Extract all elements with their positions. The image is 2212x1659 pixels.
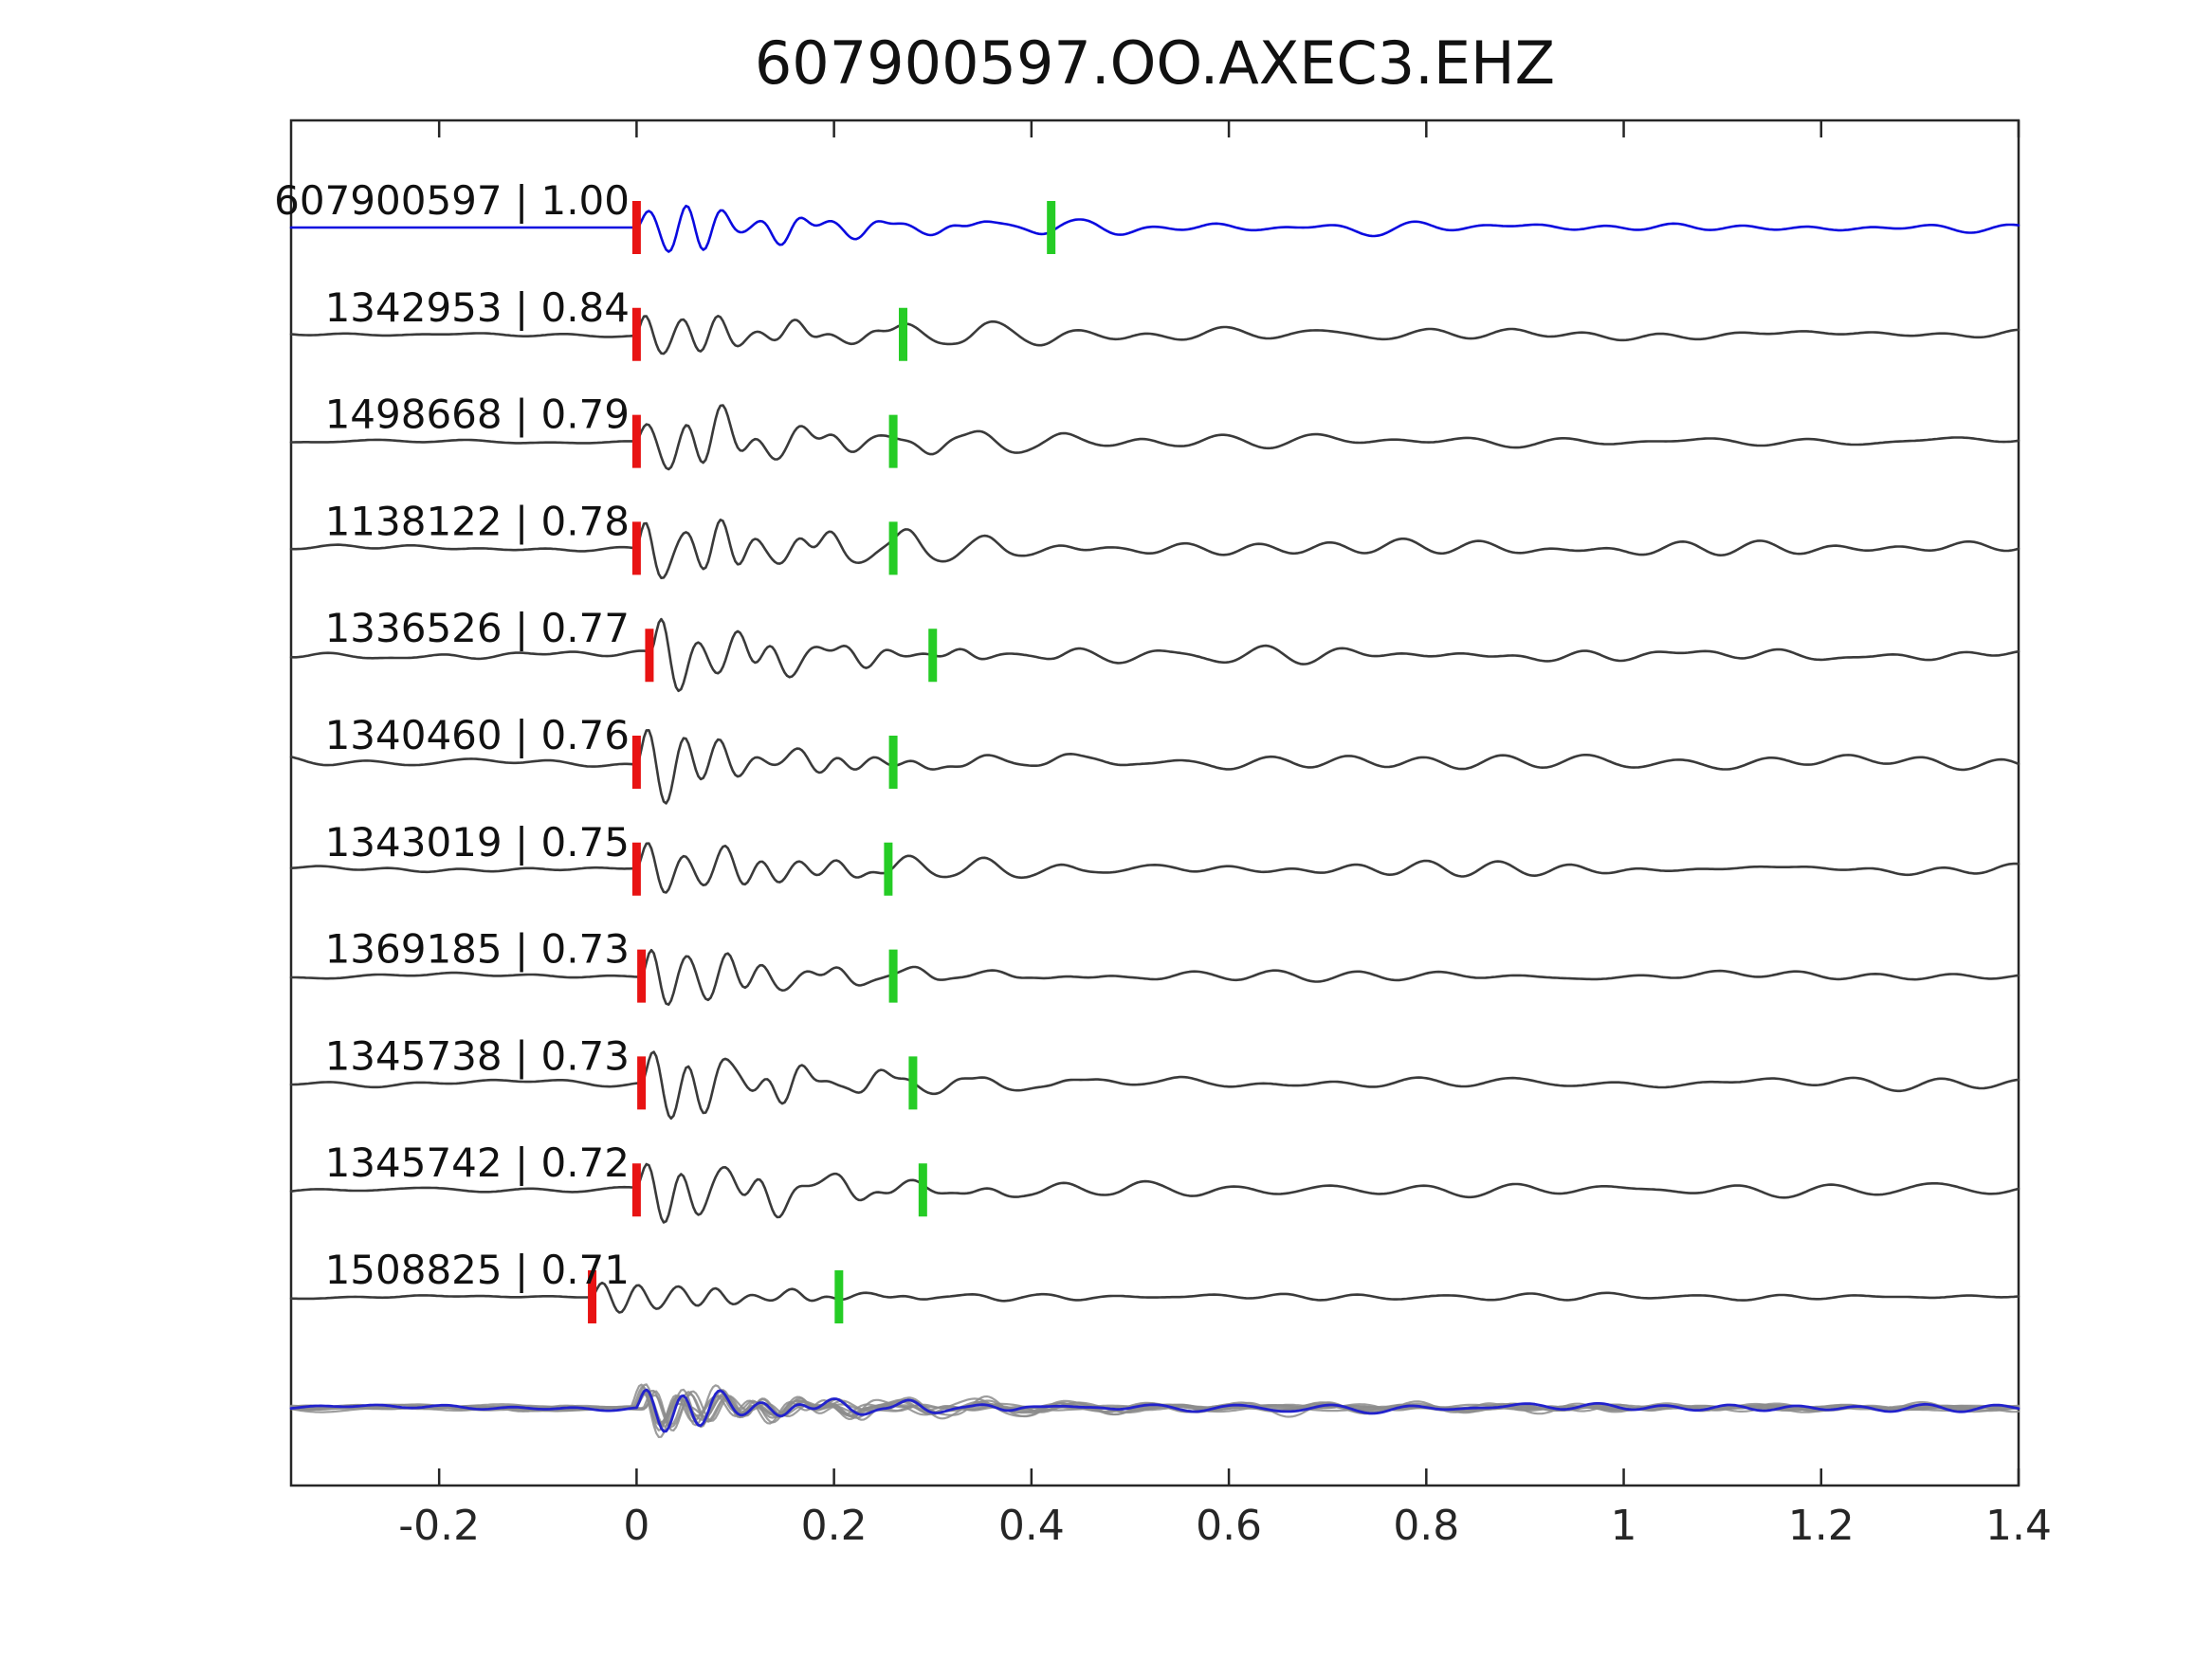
waveform-1138122 — [289, 519, 2020, 579]
trace-label-607900597: 607900597 | 1.00 — [274, 177, 630, 224]
waveforms — [289, 204, 2020, 1438]
x-tick-label: 0 — [623, 1502, 649, 1550]
trace-label-1336526: 1336526 | 0.77 — [325, 605, 630, 651]
waveform-1369185 — [289, 948, 2020, 1006]
plot-border — [289, 118, 2020, 1487]
x-tick-label: 0.2 — [801, 1502, 868, 1550]
trace-label-1340460: 1340460 | 0.76 — [325, 712, 630, 758]
trace-label-1369185: 1369185 | 0.73 — [325, 926, 630, 973]
chart-title: 607900597.OO.AXEC3.EHZ — [755, 28, 1555, 98]
waveform-1343019 — [289, 842, 2020, 894]
waveform-1498668 — [289, 404, 2020, 471]
x-tick-label: 1.2 — [1788, 1502, 1855, 1550]
x-axis: -0.2 0 0.2 0.4 0.6 0.8 1 1.2 1.4 — [398, 120, 2052, 1550]
waveform-1508825 — [289, 1281, 2020, 1314]
waveform-1336526 — [289, 617, 2020, 693]
trace-label-1508825: 1508825 | 0.71 — [325, 1247, 630, 1293]
stack-member-1345738 — [289, 1383, 2020, 1427]
x-tick-label: 1 — [1611, 1502, 1637, 1550]
x-tick-label: 1.4 — [1985, 1502, 2052, 1550]
waveform-1342953 — [289, 315, 2020, 356]
waveform-1345742 — [289, 1162, 2020, 1224]
waveform-1340460 — [289, 729, 2020, 805]
stack-overlay — [289, 1388, 2020, 1433]
waveform-607900597 — [289, 204, 2020, 253]
trace-label-1138122: 1138122 | 0.78 — [325, 498, 630, 544]
trace-labels: 607900597 | 1.00 1342953 | 0.84 1498668 | … — [274, 177, 630, 1293]
trace-label-1345742: 1345742 | 0.72 — [325, 1139, 630, 1186]
waveform-1345738 — [289, 1050, 2020, 1121]
x-tick-label: 0.8 — [1393, 1502, 1459, 1550]
trace-label-1343019: 1343019 | 0.75 — [325, 819, 630, 866]
pick-markers — [588, 201, 1056, 1323]
trace-label-1342953: 1342953 | 0.84 — [325, 284, 630, 331]
trace-label-1345738: 1345738 | 0.73 — [325, 1032, 630, 1079]
trace-label-1498668: 1498668 | 0.79 — [325, 392, 630, 438]
x-tick-label: 0.4 — [998, 1502, 1065, 1550]
x-tick-label: 0.6 — [1196, 1502, 1262, 1550]
x-tick-label: -0.2 — [398, 1502, 480, 1550]
